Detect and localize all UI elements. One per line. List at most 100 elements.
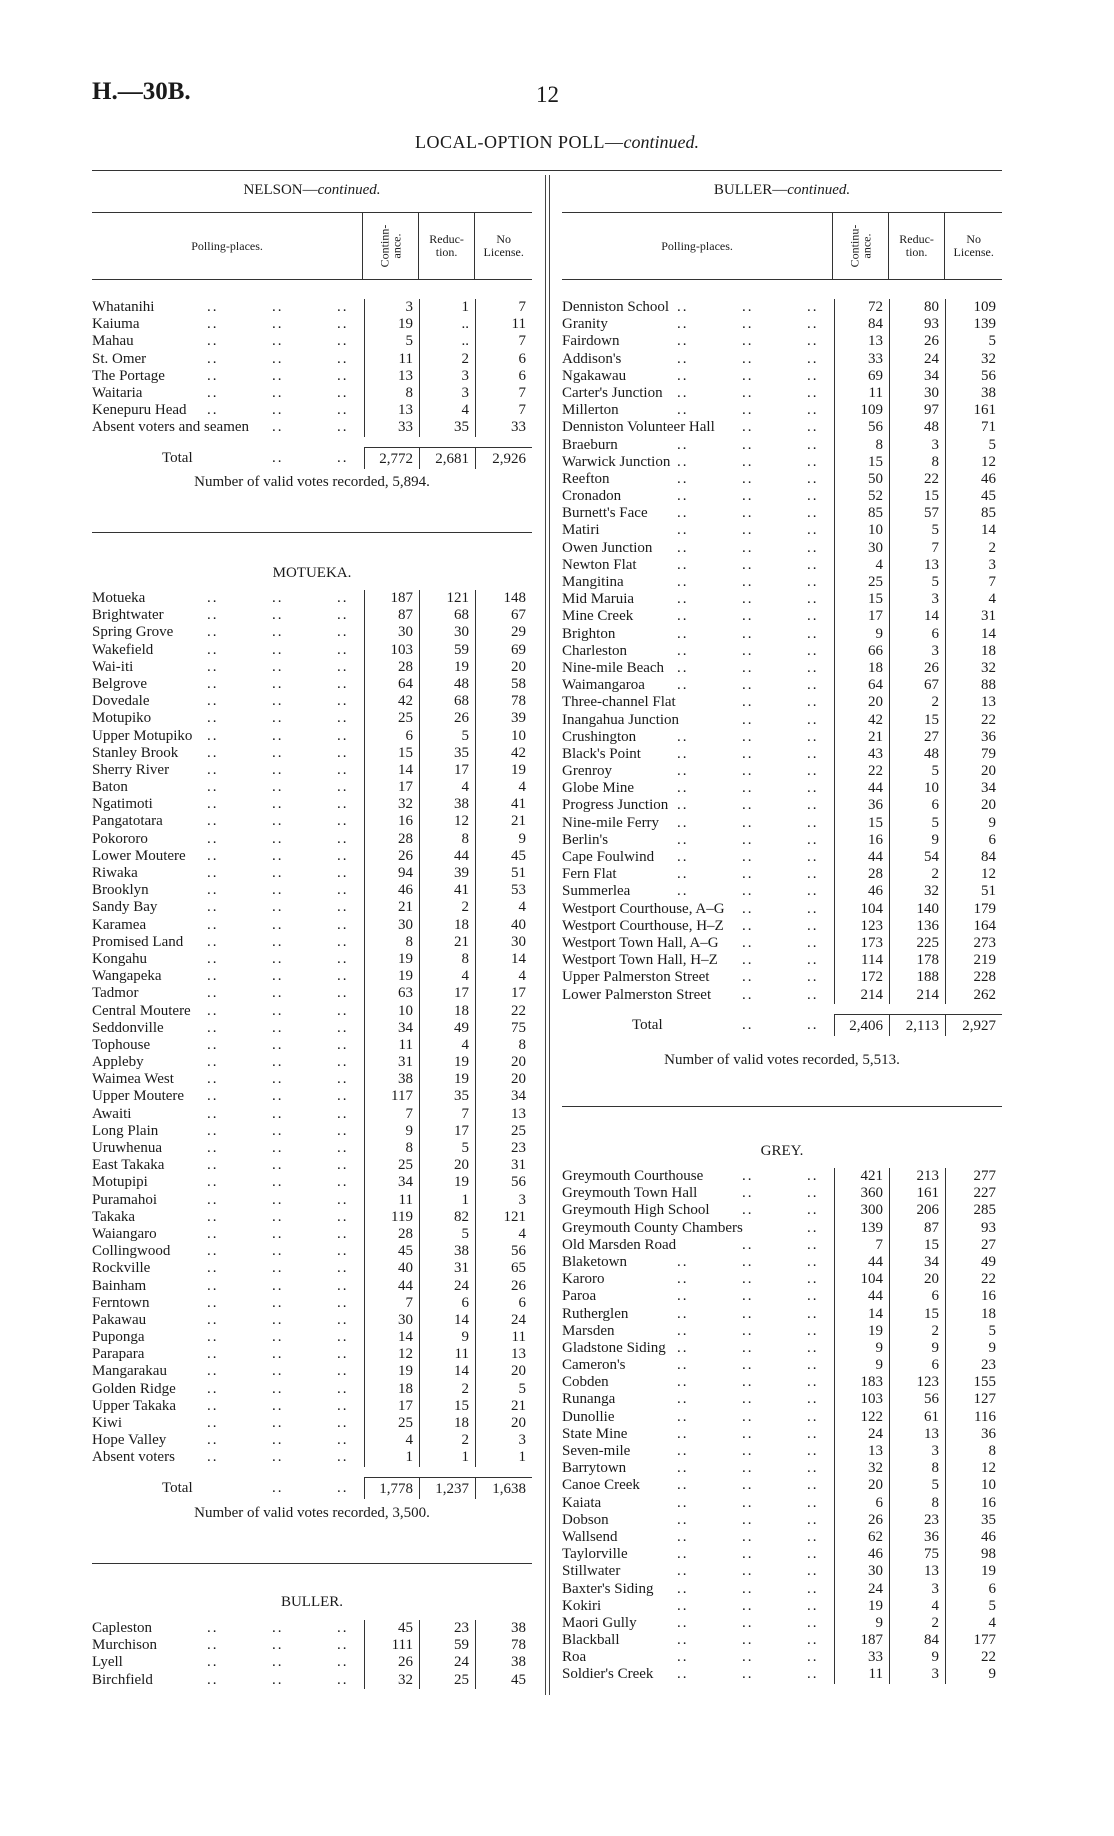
leader-dots: .. — [272, 1191, 284, 1208]
table-row: Lyell...... 26 24 38 — [92, 1654, 532, 1672]
leader-dots: .. — [677, 1339, 689, 1356]
leader-dots: .. — [677, 1666, 689, 1683]
table-row: Wai-iti...... 28 19 20 — [92, 658, 532, 676]
no-license-value: 7 — [945, 574, 1002, 592]
polling-place-name: Motueka — [92, 590, 146, 606]
continuance-value: 18 — [834, 659, 889, 678]
nelson-table: Whatanihi...... 3 1 7 Kaiuma...... 19.. 11 Maha… — [92, 299, 532, 469]
leader-dots: .. — [807, 797, 819, 814]
no-license-value: 11 — [475, 1329, 532, 1347]
table-row: Seven-mile...... 13 3 8 — [562, 1443, 1002, 1461]
no-license-value: 7 — [475, 402, 532, 420]
leader-dots: .. — [677, 883, 689, 900]
polling-place-cell: Cronadon...... — [562, 488, 834, 505]
no-license-value: 36 — [945, 728, 1002, 746]
polling-place-cell: Waimea West...... — [92, 1071, 364, 1088]
leader-dots: .. — [337, 727, 349, 744]
reduction-value: 3 — [889, 436, 945, 454]
continuance-value: 1,778 — [364, 1476, 419, 1499]
polling-place-name: Birchfield — [92, 1671, 153, 1688]
page-title: LOCAL-OPTION POLL—continued. — [0, 132, 1114, 153]
reduction-value: 35 — [419, 419, 475, 437]
table-row: Long Plain...... 9 17 25 — [92, 1122, 532, 1140]
polling-place-name: Baton — [92, 779, 128, 796]
no-license-value: 228 — [945, 969, 1002, 987]
reduction-value: 68 — [419, 693, 475, 711]
table-row: Denniston School...... 72 80 109 — [562, 299, 1002, 317]
polling-place-name: Awaiti — [92, 1105, 132, 1122]
polling-place-name: Barrytown — [562, 1460, 627, 1477]
no-license-value: 35 — [945, 1511, 1002, 1529]
polling-place-name: Pakawau — [92, 1311, 147, 1328]
polling-place-cell: Kongahu...... — [92, 951, 364, 968]
leader-dots: .. — [807, 350, 819, 367]
no-license-value: 9 — [475, 830, 532, 848]
polling-place-cell: Upper Moutere...... — [92, 1088, 364, 1105]
polling-place-name: Total — [632, 1016, 663, 1033]
polling-place-cell: Gladstone Siding...... — [562, 1340, 834, 1357]
leader-dots: .. — [207, 1105, 219, 1122]
table-row: Waitaria...... 8 3 7 — [92, 384, 532, 403]
leader-dots: .. — [207, 384, 219, 401]
reduction-value: 54 — [889, 849, 945, 867]
polling-place-name: Blackball — [562, 1632, 620, 1649]
polling-place-name: Kongahu — [92, 950, 147, 967]
leader-dots: .. — [677, 453, 689, 470]
leader-dots: .. — [677, 299, 689, 315]
no-license-value: 27 — [945, 1236, 1002, 1254]
leader-dots: .. — [272, 384, 284, 401]
no-license-value: 40 — [475, 916, 532, 934]
leader-dots: .. — [207, 1294, 219, 1311]
table-row: Greymouth County Chambers.. 139 87 93 — [562, 1219, 1002, 1237]
polling-place-name: Addison's — [562, 350, 622, 367]
leader-dots: .. — [677, 1597, 689, 1614]
polling-place-name: Rutherglen — [562, 1305, 629, 1322]
continuance-value: 139 — [834, 1219, 889, 1237]
leader-dots: .. — [807, 316, 819, 333]
polling-place-name: Blaketown — [562, 1253, 627, 1270]
table-row: Puponga...... 14 9 11 — [92, 1329, 532, 1347]
leader-dots: .. — [677, 1528, 689, 1545]
leader-dots: .. — [272, 813, 284, 830]
leader-dots: .. — [207, 402, 219, 419]
table-row: Owen Junction...... 30 7 2 — [562, 539, 1002, 557]
leader-dots: .. — [272, 727, 284, 744]
polling-place-name: Puponga — [92, 1329, 145, 1346]
polling-place-cell: Pangatotara...... — [92, 813, 364, 830]
leader-dots: .. — [207, 1174, 219, 1191]
reduction-value: 44 — [419, 847, 475, 865]
polling-place-cell: Mangarakau...... — [92, 1363, 364, 1380]
polling-place-name: Burnett's Face — [562, 505, 648, 522]
leader-dots: .. — [337, 950, 349, 967]
leader-dots: .. — [207, 865, 219, 881]
polling-place-name: Summerlea — [562, 883, 631, 900]
leader-dots: .. — [807, 831, 819, 848]
leader-dots: .. — [677, 1563, 689, 1580]
polling-place-cell: Karamea...... — [92, 917, 364, 934]
leader-dots: .. — [807, 1477, 819, 1494]
leader-dots: .. — [807, 1322, 819, 1339]
table-row: Denniston Volunteer Hall.... 56 48 71 — [562, 419, 1002, 437]
no-license-value: 30 — [475, 933, 532, 951]
leader-dots: .. — [337, 402, 349, 419]
table-row: Awaiti...... 7 7 13 — [92, 1105, 532, 1123]
polling-place-name: Tadmor — [92, 985, 139, 1002]
polling-place-name: Fairdown — [562, 333, 620, 350]
table-row: Central Moutere...... 10 18 22 — [92, 1002, 532, 1020]
leader-dots: .. — [337, 1054, 349, 1071]
continuance-value: 66 — [834, 642, 889, 660]
continuance-value: 5 — [364, 333, 419, 351]
no-license-value: 127 — [945, 1391, 1002, 1409]
leader-dots: .. — [207, 1054, 219, 1071]
no-license-value: 53 — [475, 882, 532, 900]
continuance-value: 109 — [834, 402, 889, 420]
polling-place-name: Newton Flat — [562, 556, 637, 573]
reduction-value: 41 — [419, 882, 475, 900]
polling-place-name: Three-channel Flat — [562, 694, 676, 711]
leader-dots: .. — [807, 1339, 819, 1356]
polling-place-name: Marsden — [562, 1322, 615, 1339]
reduction-value: 15 — [419, 1397, 475, 1415]
polling-place-name: Ngakawau — [562, 367, 627, 384]
no-license-value: 285 — [945, 1202, 1002, 1220]
reduction-value: 6 — [419, 1294, 475, 1312]
